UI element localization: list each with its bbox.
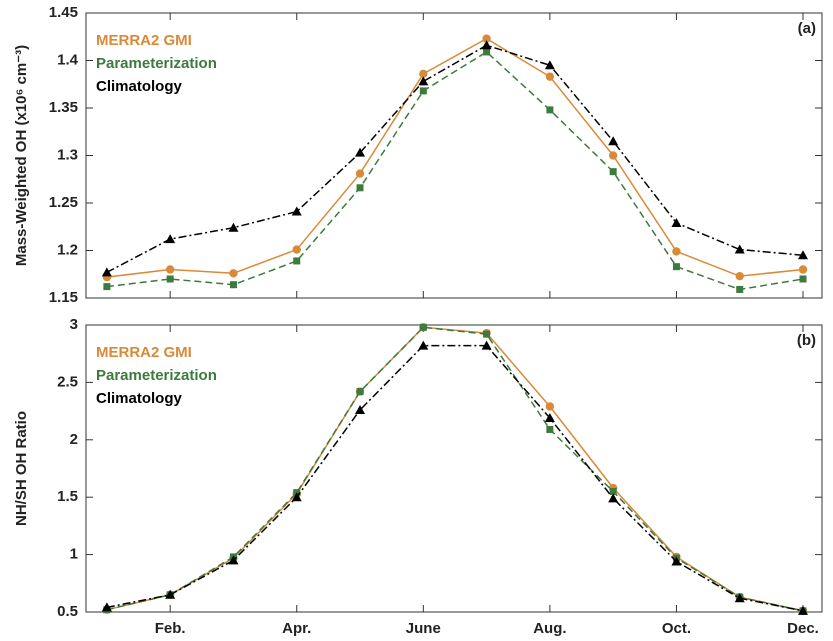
marker	[356, 388, 364, 396]
panel-label: (b)	[797, 332, 816, 349]
marker	[292, 245, 301, 254]
legend-entry: MERRA2 GMI	[96, 344, 192, 361]
marker	[544, 60, 555, 70]
marker	[291, 492, 302, 502]
y-tick-label: 0.5	[57, 603, 78, 620]
y-tick-label: 1.25	[49, 194, 78, 211]
marker	[481, 340, 492, 350]
marker	[799, 275, 807, 283]
marker	[418, 340, 429, 350]
marker	[103, 283, 111, 291]
marker	[481, 40, 492, 50]
marker	[736, 285, 744, 293]
legend-entry: Parameterization	[96, 367, 217, 384]
series-line	[106, 326, 804, 612]
series-line	[106, 344, 804, 612]
marker	[483, 330, 491, 338]
marker	[734, 244, 745, 254]
marker	[545, 402, 555, 411]
legend-entry: Climatology	[96, 78, 182, 95]
marker	[355, 169, 365, 178]
x-tick-label: Oct.	[662, 620, 691, 637]
marker	[419, 87, 427, 95]
marker	[165, 265, 175, 274]
x-tick-label: Feb.	[155, 620, 186, 637]
marker	[356, 184, 364, 192]
series-line	[106, 51, 804, 291]
marker	[229, 281, 237, 289]
y-tick-label: 1.5	[57, 488, 78, 505]
y-tick-label: 1.35	[49, 99, 78, 116]
y-tick-label: 3	[70, 316, 78, 333]
series-line	[106, 326, 804, 612]
marker	[483, 48, 491, 56]
marker	[419, 323, 427, 331]
marker	[355, 147, 366, 157]
y-tick-label: 1.3	[57, 146, 78, 163]
panel-label: (a)	[798, 20, 816, 37]
marker	[672, 247, 681, 256]
marker	[482, 34, 491, 43]
marker	[293, 257, 301, 265]
y-axis-label: Mass-Weighted OH (x10⁶ cm⁻³)	[13, 45, 30, 266]
marker	[609, 168, 617, 176]
marker	[166, 275, 174, 283]
y-tick-label: 1.15	[49, 289, 78, 306]
marker	[546, 425, 554, 433]
marker	[291, 206, 302, 216]
legend-entry: Parameterization	[96, 55, 217, 72]
marker	[671, 217, 682, 227]
marker	[608, 136, 619, 146]
marker	[355, 404, 366, 414]
x-tick-label: June	[406, 620, 441, 637]
legend-entry: Climatology	[96, 390, 182, 407]
marker	[165, 234, 176, 244]
x-tick-label: Dec.	[787, 620, 819, 637]
marker	[735, 271, 744, 281]
marker	[798, 265, 808, 274]
marker	[546, 106, 554, 114]
y-tick-label: 1.4	[57, 51, 79, 68]
series-line	[106, 37, 804, 278]
marker	[228, 555, 239, 565]
x-tick-label: Apr.	[282, 620, 311, 637]
plot-frame	[85, 324, 823, 613]
y-tick-label: 1	[70, 546, 78, 563]
x-tick-label: Aug.	[533, 620, 566, 637]
marker	[419, 69, 428, 79]
marker	[671, 556, 682, 566]
y-tick-label: 1.45	[49, 4, 78, 21]
marker	[798, 250, 809, 260]
marker	[608, 151, 618, 160]
marker	[229, 269, 238, 278]
marker	[544, 412, 555, 422]
series-line	[106, 44, 804, 274]
marker	[608, 493, 619, 503]
marker	[418, 76, 429, 86]
legend-entry: MERRA2 GMI	[96, 32, 192, 49]
y-tick-label: 2	[70, 431, 78, 448]
marker	[165, 589, 176, 599]
marker	[609, 487, 617, 495]
y-tick-label: 2.5	[57, 373, 78, 390]
marker	[798, 605, 809, 615]
marker	[734, 593, 745, 603]
marker	[101, 267, 112, 277]
y-axis-label: NH/SH OH Ratio	[13, 411, 30, 526]
y-tick-label: 1.2	[57, 241, 78, 258]
marker	[545, 72, 555, 81]
marker	[672, 263, 680, 271]
marker	[228, 222, 239, 232]
marker	[101, 602, 112, 612]
